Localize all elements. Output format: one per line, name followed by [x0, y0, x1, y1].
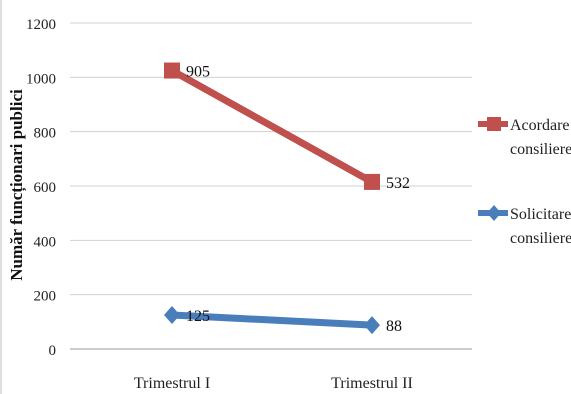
data-label: 905	[186, 64, 210, 81]
legend-swatch-marker	[487, 205, 501, 221]
y-tick-label: 400	[34, 234, 57, 250]
y-tick-label: 1200	[26, 17, 56, 33]
x-tick-labels: Trimestrul I Trimestrul II	[134, 375, 413, 392]
legend-label: consiliere	[510, 230, 571, 247]
series-group: 905 532 125 88	[164, 62, 410, 335]
y-axis-label: Număr funcționari publici	[7, 89, 27, 281]
y-tick-labels: 0 200 400 600 800 1000 1200	[26, 17, 56, 359]
legend-label: Acordare	[510, 117, 570, 134]
x-tick-label: Trimestrul I	[134, 375, 210, 392]
legend-label: consiliere	[510, 141, 571, 158]
y-tick-label: 800	[34, 126, 57, 142]
data-point	[164, 306, 180, 325]
y-tick-label: 600	[34, 180, 57, 196]
series-line	[168, 311, 376, 329]
series-line	[168, 67, 376, 186]
legend: Acordare consiliere Solicitare consiliere	[478, 117, 571, 247]
legend-label: Solicitare	[510, 206, 571, 223]
data-label: 125	[186, 308, 210, 325]
data-point	[364, 173, 380, 190]
data-point	[364, 316, 380, 335]
y-tick-label: 1000	[26, 71, 56, 87]
x-tick-label: Trimestrul II	[331, 375, 413, 392]
data-label: 532	[386, 175, 410, 192]
y-tick-label: 0	[49, 343, 57, 359]
legend-swatch-marker	[487, 117, 501, 131]
data-point	[164, 62, 180, 79]
gridlines	[70, 22, 472, 350]
y-tick-label: 200	[34, 289, 57, 305]
data-label: 88	[386, 318, 402, 335]
